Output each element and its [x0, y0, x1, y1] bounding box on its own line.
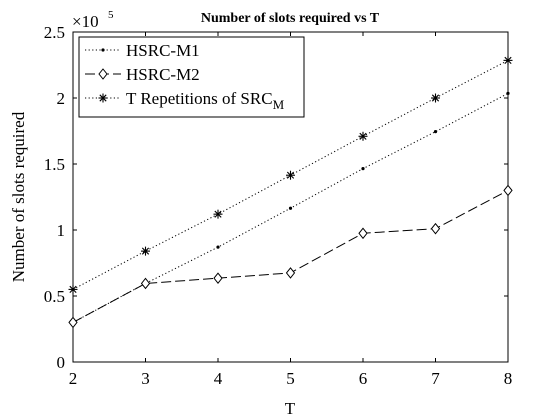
data-point	[431, 93, 440, 103]
data-point	[286, 170, 295, 180]
series-t-repetitions-of-src	[68, 55, 513, 294]
series-layer	[68, 55, 513, 329]
data-point	[430, 222, 441, 235]
y-tick-label: 0	[57, 353, 66, 372]
legend-label: T Repetitions of SRCM	[126, 89, 285, 112]
data-point	[68, 284, 78, 294]
axes: 2 3 4 5 6 7 8 0 0.5 1 1.5 2 2.5	[44, 23, 513, 388]
x-tick-label: 2	[69, 369, 78, 388]
series-hsrc-m2	[68, 184, 513, 329]
data-point	[358, 227, 368, 240]
data-point	[503, 55, 513, 65]
data-point	[503, 184, 513, 197]
data-point	[98, 68, 108, 80]
data-point	[140, 277, 151, 290]
data-point	[213, 209, 223, 219]
y-tick-label: 0.5	[44, 287, 65, 306]
series-line	[72, 189, 509, 323]
data-point	[358, 131, 368, 141]
legend-label: HSRC-M1	[126, 41, 200, 60]
legend-entry: HSRC-M1	[85, 41, 200, 60]
data-point	[433, 130, 438, 134]
legend-box	[78, 36, 305, 118]
data-point	[361, 167, 365, 171]
x-tick-label: 8	[504, 369, 513, 388]
y-tick-label: 1.5	[44, 155, 65, 174]
exponent-power: 5	[108, 9, 114, 21]
x-tick-label: 7	[431, 369, 440, 388]
x-tick-label: 5	[286, 369, 295, 388]
data-point	[68, 316, 78, 329]
y-axis-exponent: ×10 5	[72, 9, 114, 31]
exponent-base: ×10	[72, 12, 99, 31]
data-point	[285, 267, 296, 279]
legend: HSRC-M1 HSRC-M2 T Repetitions of SRCM	[78, 36, 305, 118]
data-point	[288, 206, 293, 210]
y-tick-label: 2.5	[44, 23, 65, 42]
series-hsrc-m1	[71, 91, 510, 324]
data-point	[506, 91, 510, 95]
data-point	[216, 245, 220, 249]
x-tick-label: 6	[359, 369, 368, 388]
x-tick-label: 4	[214, 369, 223, 388]
data-point	[213, 272, 223, 284]
y-axis-label: Number of slots required	[9, 111, 28, 282]
x-tick-label: 3	[141, 369, 150, 388]
y-tick-label: 1	[57, 221, 66, 240]
y-tick-label: 2	[57, 89, 66, 108]
data-point	[98, 93, 108, 103]
legend-entry: HSRC-M2	[85, 65, 200, 84]
data-point	[101, 48, 105, 52]
legend-label: HSRC-M2	[126, 65, 200, 84]
data-point	[141, 246, 150, 256]
legend-entry: T Repetitions of SRCM	[85, 89, 285, 112]
chart-title: Number of slots required vs T	[201, 11, 380, 26]
x-axis-label: T	[285, 399, 296, 418]
